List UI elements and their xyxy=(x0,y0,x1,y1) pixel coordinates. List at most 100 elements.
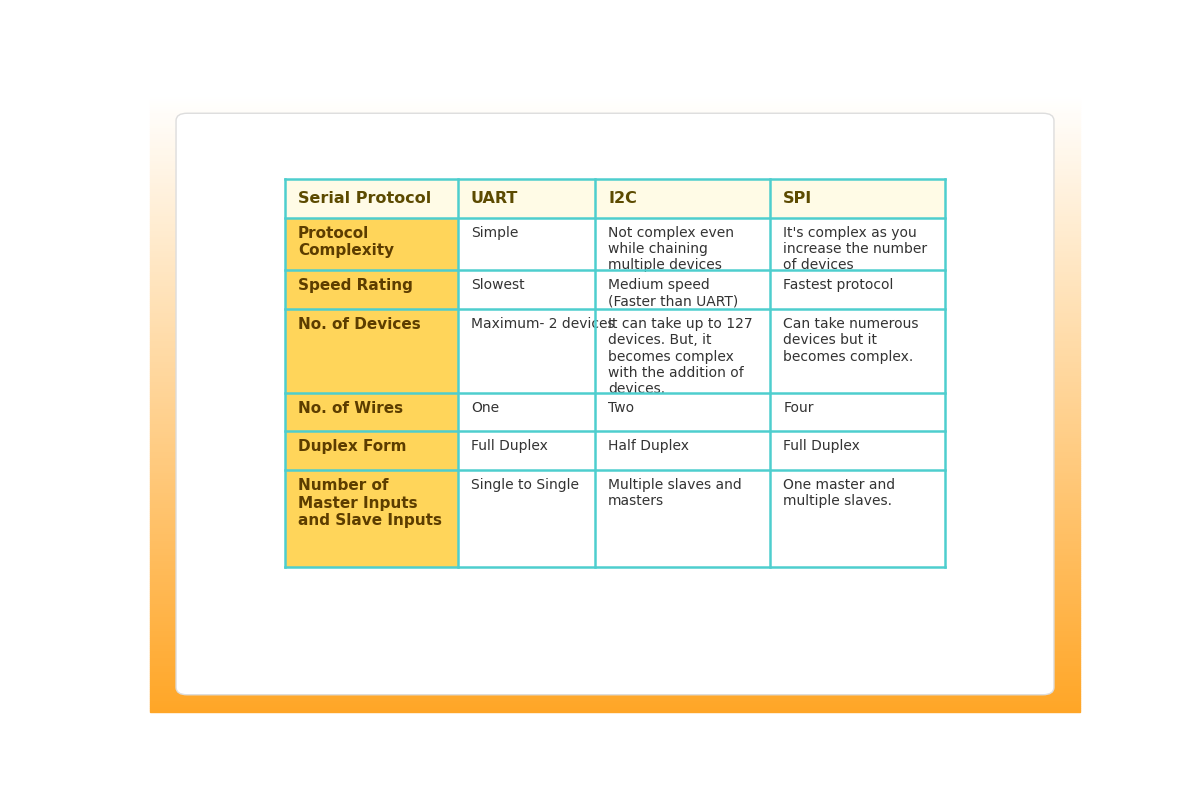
Bar xyxy=(150,106,1080,108)
Bar xyxy=(150,346,1080,349)
Text: Multiple slaves and
masters: Multiple slaves and masters xyxy=(608,478,742,509)
Bar xyxy=(150,260,1080,262)
Bar xyxy=(150,578,1080,581)
Bar xyxy=(150,174,1080,176)
Bar xyxy=(150,642,1080,644)
Bar xyxy=(150,474,1080,476)
Bar xyxy=(150,610,1080,611)
Bar xyxy=(150,459,1080,462)
Bar xyxy=(150,278,1080,281)
Bar xyxy=(770,218,946,270)
Bar xyxy=(150,447,1080,449)
Bar xyxy=(150,114,1080,117)
Bar xyxy=(150,677,1080,679)
Bar xyxy=(150,574,1080,577)
Bar xyxy=(770,470,946,567)
Bar xyxy=(150,390,1080,392)
Text: Protocol
Complexity: Protocol Complexity xyxy=(298,226,394,258)
Bar xyxy=(150,501,1080,502)
Bar xyxy=(150,102,1080,104)
Bar xyxy=(150,422,1080,425)
FancyBboxPatch shape xyxy=(176,114,1054,694)
Bar xyxy=(150,542,1080,544)
Bar xyxy=(150,505,1080,506)
Bar xyxy=(150,318,1080,320)
Bar xyxy=(150,104,1080,106)
Bar xyxy=(150,285,1080,287)
Bar xyxy=(150,494,1080,496)
Bar xyxy=(150,498,1080,501)
Bar xyxy=(150,515,1080,517)
Bar xyxy=(150,264,1080,266)
Bar xyxy=(150,137,1080,139)
Bar xyxy=(150,686,1080,687)
Bar xyxy=(150,614,1080,615)
Bar xyxy=(150,698,1080,700)
Text: SPI: SPI xyxy=(784,191,812,206)
Bar xyxy=(150,155,1080,158)
Bar xyxy=(150,593,1080,595)
Bar xyxy=(150,127,1080,129)
Bar xyxy=(150,211,1080,213)
Bar xyxy=(150,168,1080,170)
Bar xyxy=(150,217,1080,219)
Bar xyxy=(150,671,1080,673)
Bar xyxy=(150,151,1080,154)
Bar xyxy=(150,197,1080,198)
Bar xyxy=(150,619,1080,622)
Bar xyxy=(150,449,1080,451)
Bar xyxy=(150,143,1080,146)
Bar xyxy=(770,309,946,393)
Bar xyxy=(150,581,1080,582)
Bar xyxy=(150,687,1080,690)
Bar xyxy=(150,630,1080,632)
Bar xyxy=(150,269,1080,270)
Bar xyxy=(284,179,458,218)
Bar xyxy=(150,410,1080,412)
Bar xyxy=(150,242,1080,244)
Text: W: W xyxy=(192,633,238,674)
Bar xyxy=(150,209,1080,211)
Bar xyxy=(150,135,1080,137)
Bar xyxy=(150,521,1080,523)
Bar xyxy=(150,375,1080,378)
Bar xyxy=(150,425,1080,426)
Bar xyxy=(770,393,946,431)
Bar xyxy=(150,577,1080,578)
Bar xyxy=(150,350,1080,353)
Bar xyxy=(150,484,1080,486)
Text: WELLPCB: WELLPCB xyxy=(242,642,368,666)
Text: Single to Single: Single to Single xyxy=(470,478,578,492)
Bar xyxy=(150,669,1080,671)
Text: Number of
Master Inputs
and Slave Inputs: Number of Master Inputs and Slave Inputs xyxy=(298,478,442,528)
Bar xyxy=(150,708,1080,710)
Text: Medium speed
(Faster than UART): Medium speed (Faster than UART) xyxy=(608,278,738,309)
Bar xyxy=(150,513,1080,515)
Bar xyxy=(150,369,1080,371)
Bar xyxy=(150,702,1080,704)
Bar xyxy=(150,256,1080,258)
Text: Can take numerous
devices but it
becomes complex.: Can take numerous devices but it becomes… xyxy=(784,317,919,363)
Bar xyxy=(150,564,1080,566)
Bar xyxy=(150,679,1080,681)
Bar xyxy=(770,431,946,470)
Bar xyxy=(150,665,1080,667)
Bar xyxy=(150,470,1080,472)
Bar xyxy=(595,470,770,567)
Bar xyxy=(150,172,1080,174)
Bar xyxy=(150,435,1080,437)
Bar xyxy=(150,445,1080,447)
Bar xyxy=(150,412,1080,414)
Text: One master and
multiple slaves.: One master and multiple slaves. xyxy=(784,478,895,509)
Bar xyxy=(150,378,1080,379)
Bar xyxy=(150,189,1080,190)
Bar xyxy=(150,570,1080,572)
Bar xyxy=(150,387,1080,390)
Bar xyxy=(150,340,1080,342)
Bar xyxy=(150,622,1080,624)
Bar xyxy=(150,363,1080,365)
Bar xyxy=(150,437,1080,439)
Bar xyxy=(150,586,1080,589)
Text: Four: Four xyxy=(784,401,814,414)
Bar xyxy=(150,98,1080,100)
